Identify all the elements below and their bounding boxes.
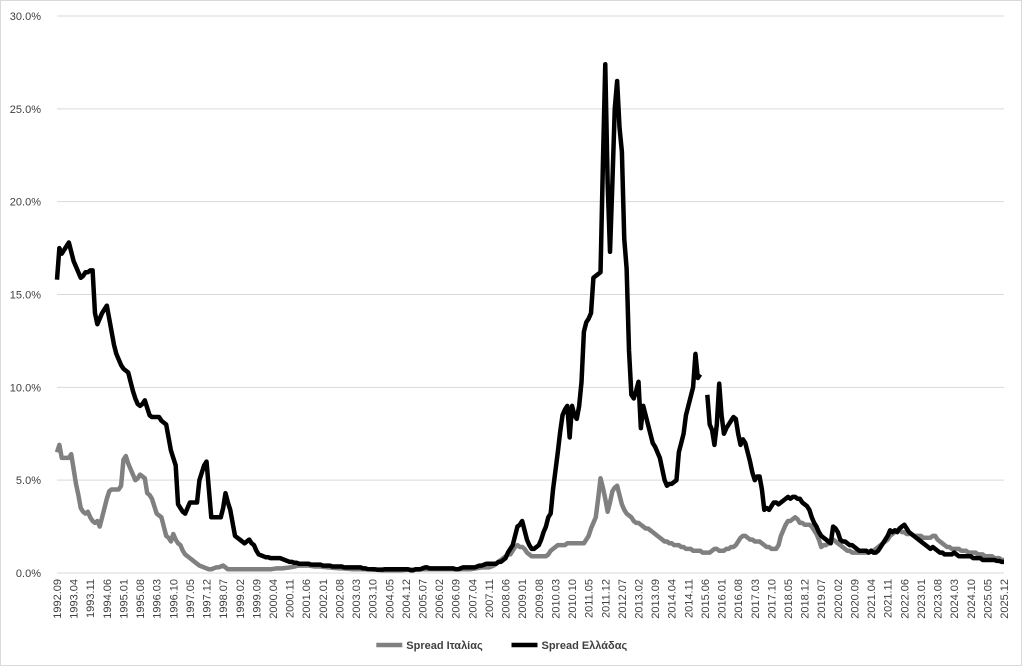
- x-tick-label: 1997.05: [185, 579, 197, 619]
- y-tick-label: 5.0%: [16, 475, 41, 487]
- x-tick-label: 2003.03: [351, 579, 363, 619]
- x-tick-label: 1999.02: [235, 579, 247, 619]
- x-tick-label: 2014.04: [667, 579, 679, 619]
- x-tick-label: 2005.07: [418, 579, 430, 619]
- x-tick-label: 2016.01: [717, 579, 729, 619]
- x-tick-label: 2024.10: [966, 579, 978, 619]
- legend: Spread Ιταλίας Spread Ελλάδας: [376, 640, 627, 652]
- x-tick-label: 1992.09: [52, 579, 64, 619]
- x-tick-label: 2025.05: [982, 579, 994, 619]
- x-tick-label: 2017.03: [750, 579, 762, 619]
- x-tick-label: 2011.05: [584, 579, 596, 618]
- x-tick-label: 2002.01: [318, 579, 330, 619]
- x-tick-label: 1995.08: [135, 579, 147, 619]
- x-tick-label: 1994.06: [102, 579, 114, 619]
- y-tick-label: 25.0%: [10, 104, 41, 116]
- x-tick-label: 2011.12: [600, 579, 612, 618]
- x-tick-label: 2007.11: [484, 579, 496, 618]
- x-tick-label: 2001.06: [301, 579, 313, 619]
- x-tick-label: 2009.08: [534, 579, 546, 619]
- x-tick-label: 1995.01: [118, 579, 130, 619]
- x-tick-label: 1993.04: [69, 579, 81, 619]
- x-tick-label: 2015.06: [700, 579, 712, 619]
- series-line: [54, 442, 1004, 573]
- x-tick-label: 2017.10: [766, 579, 778, 619]
- x-tick-label: 2004.05: [384, 579, 396, 619]
- x-tick-label: 2021.11: [883, 579, 895, 618]
- x-tick-label: 2008.06: [501, 579, 513, 619]
- x-tick-label: 2021.04: [866, 579, 878, 619]
- x-tick-label: 2014.11: [683, 579, 695, 618]
- x-tick-label: 2009.01: [517, 579, 529, 619]
- x-tick-label: 1996.10: [168, 579, 180, 619]
- x-tick-label: 2000.04: [268, 579, 280, 619]
- x-tick-label: 2018.12: [800, 579, 812, 619]
- legend-label: Spread Ιταλίας: [406, 640, 483, 652]
- x-tick-label: 2012.07: [617, 579, 629, 619]
- x-tick-label: 2020.09: [849, 579, 861, 619]
- x-tick-label: 2002.08: [334, 579, 346, 619]
- x-tick-label: 2019.07: [816, 579, 828, 619]
- x-tick-label: 2022.06: [899, 579, 911, 619]
- legend-label: Spread Ελλάδας: [542, 640, 628, 652]
- x-tick-label: 1996.03: [152, 579, 164, 619]
- x-tick-label: 2006.09: [451, 579, 463, 619]
- x-tick-label: 2020.02: [833, 579, 845, 619]
- x-tick-label: 2007.04: [467, 579, 479, 619]
- y-tick-label: 0.0%: [16, 568, 41, 580]
- x-tick-label: 2000.11: [285, 579, 297, 618]
- x-tick-label: 2023.01: [916, 579, 928, 619]
- x-tick-label: 2013.02: [633, 579, 645, 619]
- x-tick-label: 1993.11: [85, 579, 97, 618]
- x-tick-label: 1999.09: [251, 579, 263, 619]
- x-tick-label: 2023.08: [933, 579, 945, 619]
- x-tick-label: 2024.03: [949, 579, 961, 619]
- x-tick-label: 2003.10: [368, 579, 380, 619]
- x-tick-label: 2016.08: [733, 579, 745, 619]
- x-tick-label: 1998.07: [218, 579, 230, 619]
- x-tick-label: 2004.12: [401, 579, 413, 619]
- x-tick-label: 2013.09: [650, 579, 662, 619]
- y-tick-label: 30.0%: [10, 11, 41, 23]
- y-tick-label: 15.0%: [10, 290, 41, 302]
- x-tick-label: 2010.03: [550, 579, 562, 619]
- x-tick-label: 2006.02: [434, 579, 446, 619]
- x-tick-label: 2010.10: [567, 579, 579, 619]
- x-tick-label: 2025.12: [999, 579, 1011, 619]
- x-tick-label: 1997.12: [202, 579, 214, 619]
- series-line: [54, 62, 1004, 573]
- y-tick-label: 10.0%: [10, 382, 41, 394]
- x-tick-label: 2018.05: [783, 579, 795, 619]
- y-tick-label: 20.0%: [10, 197, 41, 209]
